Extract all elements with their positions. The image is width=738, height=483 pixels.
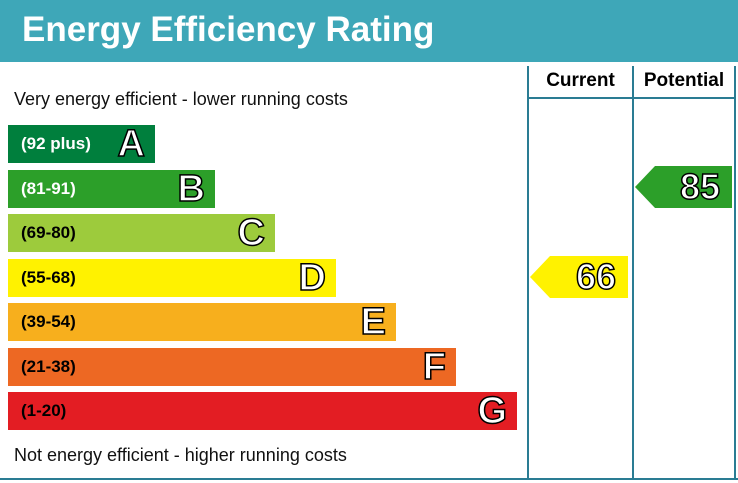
band-letter: A bbox=[117, 122, 146, 166]
band-e: (39-54) E bbox=[8, 300, 396, 344]
band-letter: G bbox=[477, 389, 508, 433]
current-value: 66 bbox=[575, 255, 617, 298]
current-header: Current bbox=[546, 70, 615, 91]
potential-header: Potential bbox=[643, 70, 725, 91]
band-letter: C bbox=[237, 211, 266, 255]
band-range: (92 plus) bbox=[21, 134, 91, 153]
band-d: (55-68) D bbox=[8, 256, 336, 300]
band-a: (92 plus) A bbox=[8, 122, 155, 166]
potential-rating-arrow: 85 bbox=[635, 165, 732, 208]
band-range: (21-38) bbox=[21, 357, 76, 376]
top-note: Very energy efficient - lower running co… bbox=[14, 89, 348, 109]
band-range: (81-91) bbox=[21, 179, 76, 198]
band-range: (55-68) bbox=[21, 268, 76, 287]
band-range: (69-80) bbox=[21, 223, 76, 242]
title-bar: Energy Efficiency Rating bbox=[0, 0, 738, 62]
band-b: (81-91) B bbox=[8, 167, 215, 211]
divider bbox=[632, 66, 634, 480]
divider bbox=[527, 66, 529, 480]
bottom-note: Not energy efficient - higher running co… bbox=[14, 445, 347, 465]
divider bbox=[734, 66, 736, 480]
band-c: (69-80) C bbox=[8, 211, 275, 255]
band-letter: B bbox=[177, 167, 206, 211]
band-g: (1-20) G bbox=[8, 389, 517, 433]
current-rating-arrow: 66 bbox=[530, 255, 628, 298]
band-letter: D bbox=[298, 256, 327, 300]
divider bbox=[527, 97, 736, 99]
band-range: (1-20) bbox=[21, 401, 67, 420]
potential-value: 85 bbox=[679, 165, 721, 208]
band-letter: E bbox=[360, 300, 387, 344]
band-range: (39-54) bbox=[21, 312, 76, 331]
band-f: (21-38) F bbox=[8, 345, 456, 389]
band-letter: F bbox=[422, 345, 447, 389]
divider bbox=[0, 478, 738, 480]
chart-title: Energy Efficiency Rating bbox=[22, 10, 435, 49]
